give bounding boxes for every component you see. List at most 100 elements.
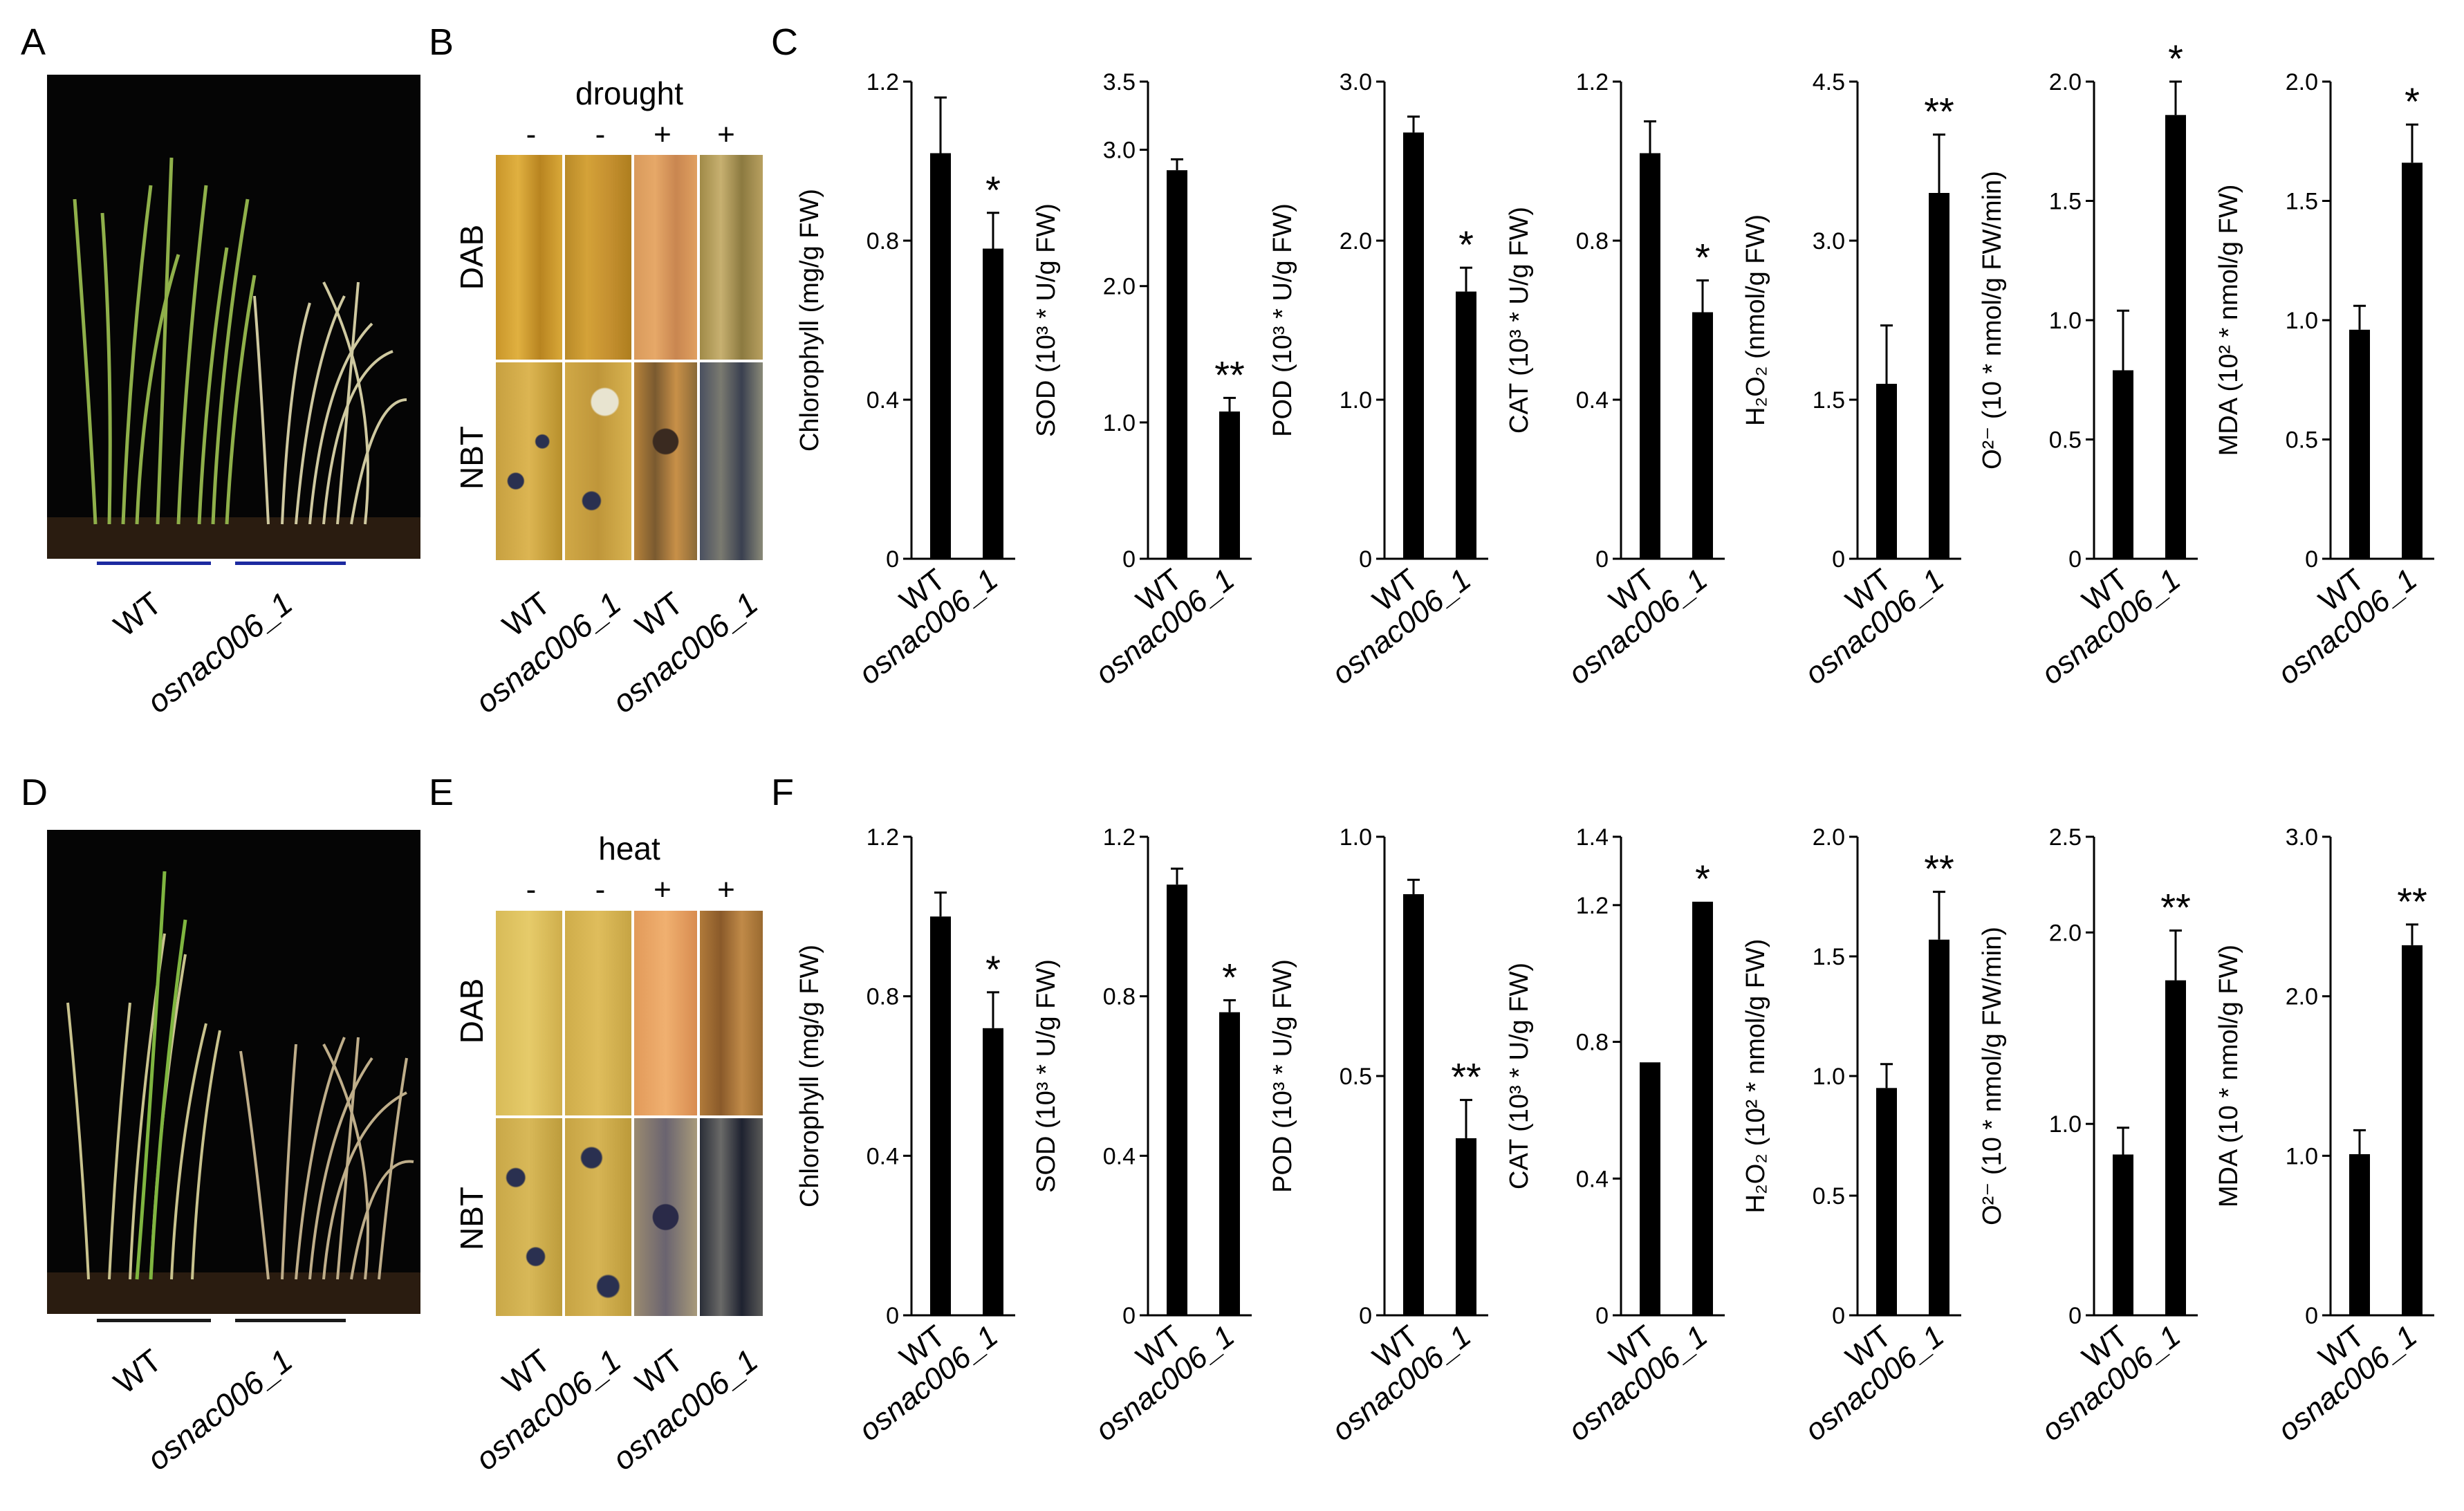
y-tick-label: 0.8 — [1103, 984, 1136, 1010]
y-tick-label: 0.4 — [1103, 1143, 1136, 1169]
y-tick-label: 0.4 — [1576, 387, 1609, 414]
significance-marker: ** — [1924, 90, 1954, 133]
panel-b-sign-4: + — [717, 118, 735, 151]
y-tick-label: 3.0 — [1340, 69, 1372, 95]
bar-osnac006_1 — [2402, 163, 2423, 559]
y-tick-label: 0.4 — [867, 387, 899, 414]
panel-b-nbt-wt-drought — [633, 361, 698, 562]
panel-e-nbt-mutant-heat — [698, 1117, 764, 1317]
bar-WT — [1640, 153, 1660, 559]
significance-marker: ** — [2397, 880, 2427, 923]
significance-marker: * — [2168, 37, 2183, 80]
y-tick-label: 1.0 — [1813, 1064, 1845, 1090]
y-tick-label: 3.0 — [2286, 824, 2318, 851]
panel-e-dab-mutant-control — [564, 909, 633, 1117]
chart-F-6: 01.02.02.5O²⁻ (10 * nmol/g FW/min)WT**os… — [1978, 824, 2198, 1447]
significance-marker: * — [985, 168, 1001, 212]
y-tick-label: 2.0 — [2286, 69, 2318, 95]
y-axis-label: O²⁻ (10 * nmol/g FW/min) — [1978, 171, 2007, 470]
y-tick-label: 0 — [1832, 546, 1845, 573]
y-tick-label: 1.0 — [2286, 1143, 2318, 1169]
y-tick-label: 2.0 — [2286, 984, 2318, 1010]
y-axis-label: SOD (10³ * U/g FW) — [1032, 203, 1061, 437]
rice-plants-heat-illustration — [47, 871, 420, 1314]
y-tick-label: 2.5 — [2049, 824, 2082, 851]
significance-marker: * — [1695, 236, 1710, 279]
bar-osnac006_1 — [2165, 980, 2186, 1315]
significance-marker: * — [2405, 80, 2420, 123]
y-axis-label: CAT (10³ * U/g FW) — [1505, 963, 1534, 1189]
panel-a-underline-wt — [97, 562, 211, 565]
y-tick-label: 1.5 — [2286, 189, 2318, 215]
panel-b-dab-mutant-drought — [698, 154, 764, 361]
y-tick-label: 3.0 — [1813, 228, 1845, 254]
y-tick-label: 0 — [2068, 1303, 2082, 1329]
panel-e-dab-wt-control — [494, 909, 564, 1117]
significance-marker: * — [985, 947, 1001, 991]
y-tick-label: 0.4 — [1576, 1166, 1609, 1192]
significance-marker: ** — [2160, 886, 2191, 929]
y-tick-label: 0.8 — [867, 984, 899, 1010]
y-tick-label: 1.0 — [1340, 824, 1372, 851]
y-tick-label: 0.5 — [1340, 1064, 1372, 1090]
y-tick-label: 1.2 — [867, 824, 899, 851]
y-tick-label: 0.8 — [1576, 228, 1609, 254]
y-axis-label: H₂O₂ (nmol/g FW) — [1741, 214, 1770, 426]
y-axis-label: Chlorophyll (mg/g FW) — [795, 945, 824, 1207]
bar-WT — [1876, 384, 1897, 559]
bar-osnac006_1 — [1456, 291, 1476, 559]
y-axis-label: Chlorophyll (mg/g FW) — [795, 189, 824, 452]
y-tick-label: 0 — [1122, 1303, 1136, 1329]
panel-e-sign-3: + — [654, 873, 671, 907]
bar-osnac006_1 — [2402, 945, 2423, 1315]
panel-d-underline-wt — [97, 1319, 211, 1322]
y-tick-label: 1.2 — [867, 69, 899, 95]
panel-e-sign-4: + — [717, 873, 735, 907]
y-tick-label: 1.0 — [1103, 410, 1136, 436]
y-tick-label: 0.4 — [867, 1143, 899, 1169]
panel-e-dab-mutant-heat — [698, 909, 764, 1117]
bar-osnac006_1 — [983, 248, 1003, 559]
panel-label-f: F — [771, 772, 794, 813]
panel-label-c: C — [771, 21, 798, 63]
y-tick-label: 1.0 — [2049, 308, 2082, 334]
y-tick-label: 0.5 — [2286, 427, 2318, 454]
significance-marker: ** — [1924, 847, 1954, 891]
y-axis-label: MDA (10² * nmol/g FW) — [2214, 185, 2243, 456]
panel-b-dab-wt-control — [494, 154, 564, 361]
y-tick-label: 1.0 — [2286, 308, 2318, 334]
panel-e-nbt-wt-heat — [633, 1117, 698, 1317]
y-axis-label: H₂O₂ (10² * nmol/g FW) — [1741, 939, 1770, 1214]
y-tick-label: 0 — [1122, 546, 1136, 573]
bar-osnac006_1 — [1692, 312, 1713, 559]
y-tick-label: 0.5 — [2049, 427, 2082, 454]
bar-WT — [2349, 329, 2370, 559]
panel-d-plant-photo — [47, 830, 420, 1314]
significance-marker: * — [1458, 223, 1474, 266]
y-tick-label: 2.0 — [1103, 274, 1136, 300]
y-tick-label: 0.8 — [867, 228, 899, 254]
y-tick-label: 2.0 — [2049, 69, 2082, 95]
panel-label-a: A — [21, 21, 46, 63]
bar-WT — [930, 916, 951, 1315]
panel-e-sign-2: - — [595, 873, 606, 907]
panel-b-condition-title: drought — [575, 75, 683, 111]
panel-label-d: D — [21, 772, 48, 813]
y-tick-label: 1.2 — [1576, 69, 1609, 95]
bar-WT — [1640, 1062, 1660, 1315]
bar-osnac006_1 — [1456, 1138, 1476, 1315]
y-axis-label: O²⁻ (10 * nmol/g FW/min) — [1978, 927, 2007, 1225]
panel-e-nbt-mutant-control — [564, 1117, 633, 1317]
y-tick-label: 0.8 — [1576, 1030, 1609, 1056]
rice-plants-drought-illustration — [47, 157, 420, 559]
panel-e-dab-wt-heat — [633, 909, 698, 1117]
panel-e-nbt-wt-control — [494, 1117, 564, 1317]
panel-a-underline-mutant — [235, 562, 346, 565]
bar-osnac006_1 — [1929, 939, 1949, 1315]
bar-osnac006_1 — [2165, 115, 2186, 559]
